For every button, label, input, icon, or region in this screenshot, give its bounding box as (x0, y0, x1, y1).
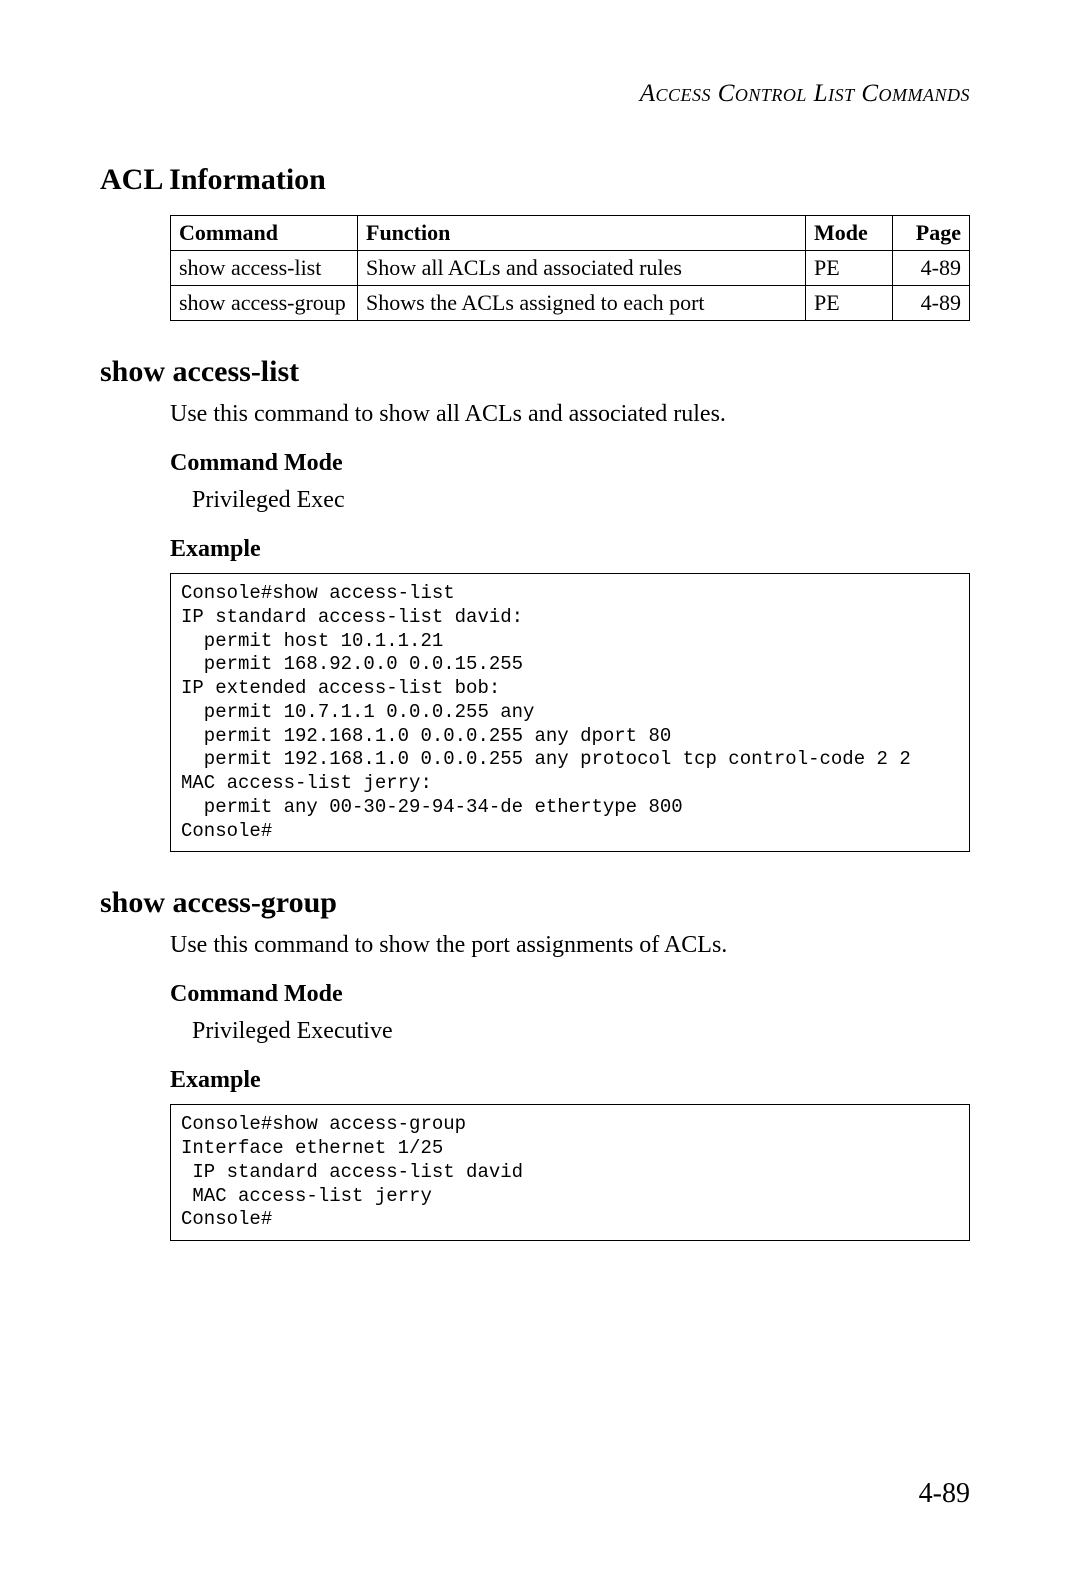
command-mode-value: Privileged Exec (192, 487, 970, 514)
example-block: Console#show access-group Interface ethe… (170, 1104, 970, 1241)
command-body: Use this command to show the port assign… (170, 932, 970, 1241)
cell-mode: PE (806, 286, 893, 321)
th-page: Page (893, 216, 970, 251)
example-label: Example (170, 1067, 970, 1094)
page: Access Control List Commands ACL Informa… (0, 0, 1080, 1570)
command-description: Use this command to show the port assign… (170, 932, 970, 959)
th-function: Function (358, 216, 806, 251)
table-header-row: Command Function Mode Page (171, 216, 970, 251)
section-body: Command Function Mode Page show access-l… (170, 215, 970, 321)
command-heading: show access-group (100, 886, 970, 920)
table-row: show access-group Shows the ACLs assigne… (171, 286, 970, 321)
command-mode-label: Command Mode (170, 981, 970, 1008)
th-mode: Mode (806, 216, 893, 251)
page-number: 4-89 (919, 1478, 970, 1510)
command-heading: show access-list (100, 355, 970, 389)
cell-page: 4-89 (893, 286, 970, 321)
example-label: Example (170, 536, 970, 563)
cell-function: Show all ACLs and associated rules (358, 251, 806, 286)
command-description: Use this command to show all ACLs and as… (170, 401, 970, 428)
cell-command: show access-group (171, 286, 358, 321)
th-command: Command (171, 216, 358, 251)
command-mode-value: Privileged Executive (192, 1018, 970, 1045)
cell-function: Shows the ACLs assigned to each port (358, 286, 806, 321)
example-block: Console#show access-list IP standard acc… (170, 573, 970, 852)
table-row: show access-list Show all ACLs and assoc… (171, 251, 970, 286)
command-mode-label: Command Mode (170, 450, 970, 477)
command-body: Use this command to show all ACLs and as… (170, 401, 970, 852)
cell-mode: PE (806, 251, 893, 286)
cell-page: 4-89 (893, 251, 970, 286)
running-head: Access Control List Commands (100, 80, 970, 108)
cell-command: show access-list (171, 251, 358, 286)
section-title: ACL Information (100, 163, 970, 197)
command-table: Command Function Mode Page show access-l… (170, 215, 970, 321)
